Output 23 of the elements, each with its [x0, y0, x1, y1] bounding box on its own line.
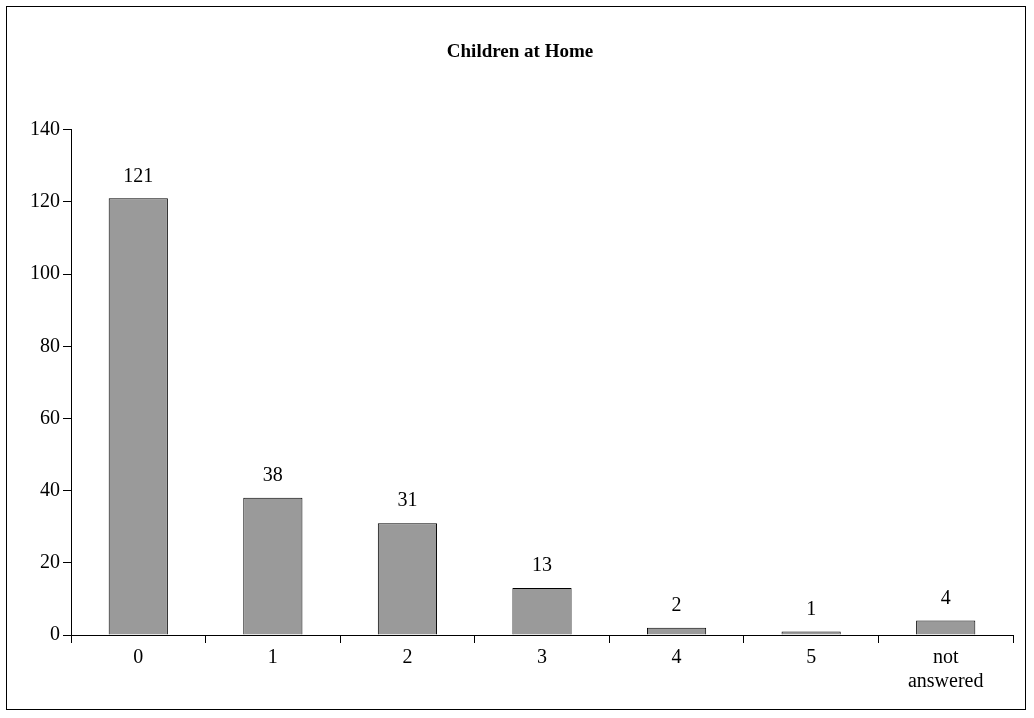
y-tick-label: 40 [40, 477, 60, 500]
y-tick-label: 0 [50, 622, 60, 645]
x-tick-label: 4 [671, 645, 682, 668]
data-label: 38 [262, 463, 283, 486]
y-tick-label: 20 [40, 550, 60, 573]
y-tick-label: 100 [30, 261, 60, 284]
y-tick-label: 60 [40, 405, 60, 428]
x-tick-label: 2 [402, 645, 413, 668]
y-tick-label: 120 [30, 189, 60, 212]
x-tick-label: 3 [537, 645, 547, 668]
data-label: 13 [532, 553, 552, 576]
x-tick-label: not answered [907, 645, 984, 692]
y-tick-label: 80 [40, 333, 60, 356]
data-label: 31 [397, 488, 418, 511]
x-tick-label: 1 [267, 645, 278, 668]
data-label: 2 [671, 593, 682, 616]
y-tick-label: 140 [30, 117, 60, 140]
data-label: 121 [123, 163, 154, 186]
x-tick-label: 0 [133, 645, 144, 668]
x-tick-label: 5 [806, 645, 817, 668]
data-label: 1 [806, 596, 817, 619]
chart-title: Children at Home [446, 40, 594, 62]
data-label: 4 [940, 585, 951, 608]
